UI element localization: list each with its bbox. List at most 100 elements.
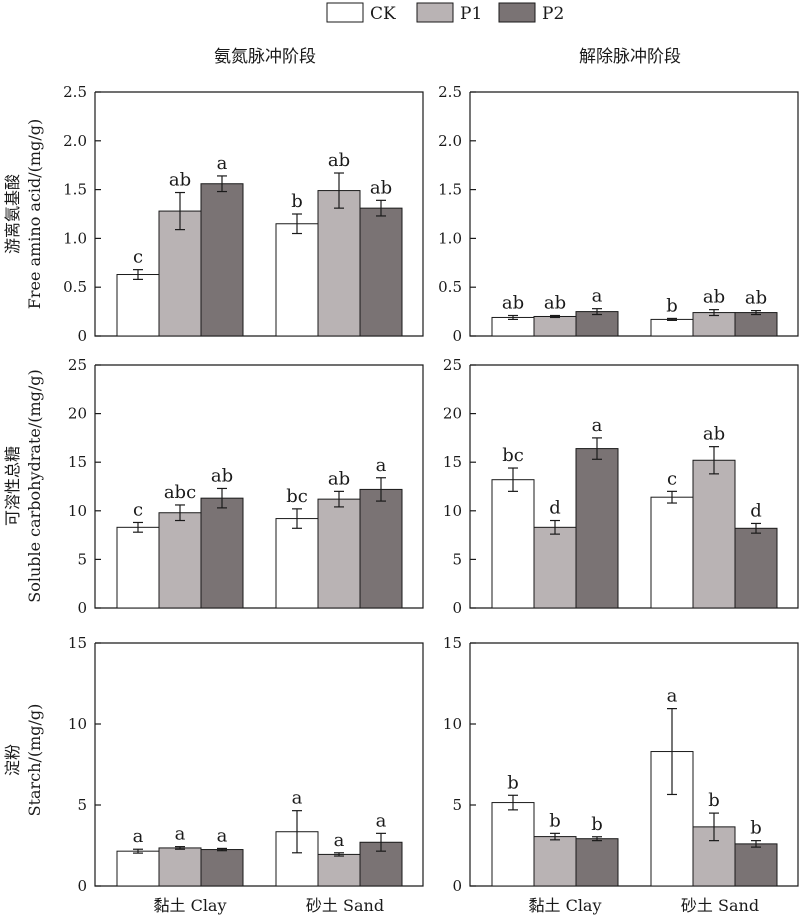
significance-letter: b (750, 818, 762, 839)
svg-text:淀粉: 淀粉 (3, 744, 22, 776)
row-ylabel-soluble-carbohydrate: 可溶性总糖 Soluble carbohydrate/(mg/g) (3, 369, 44, 603)
svg-text:游离氨基酸: 游离氨基酸 (3, 174, 22, 254)
y-tick-label: 15 (443, 634, 462, 652)
row-ylabel-free-amino-acid: 游离氨基酸 Free amino acid/(mg/g) (3, 119, 44, 309)
bar-p1-clay (533, 315, 577, 337)
legend: CK P1 P2 (326, 2, 564, 24)
significance-letter: ab (211, 465, 233, 486)
bar-p1-clay (158, 847, 202, 887)
svg-text:可溶性总糖: 可溶性总糖 (3, 446, 22, 526)
significance-letter: c (667, 468, 677, 489)
significance-letter: b (591, 814, 603, 835)
y-tick-label: 0.5 (63, 278, 87, 296)
y-tick-label: 10 (68, 502, 87, 520)
y-tick-label: 0 (452, 327, 462, 345)
significance-letter: ab (328, 468, 350, 489)
bar-ck-clay (491, 316, 535, 337)
bar-p2-clay (200, 849, 244, 887)
column-title-right: 解除脉冲阶段 (579, 47, 681, 67)
legend-swatch-ck (326, 2, 364, 23)
significance-letter: ab (502, 293, 524, 314)
y-tick-label: 2.5 (438, 83, 462, 101)
axes-frame (94, 91, 424, 337)
x-category-clay-right: 黏土 Clay (528, 896, 601, 915)
bar-ck-sand (650, 496, 694, 609)
significance-letter: ab (745, 288, 767, 309)
x-category-sand-left: 砂土 Sand (306, 896, 384, 915)
bar-p2-sand (359, 488, 403, 609)
legend-label-p2: P2 (542, 4, 564, 24)
bar-ck-sand (275, 518, 319, 609)
y-tick-label: 0 (452, 599, 462, 617)
y-tick-label: 0 (452, 877, 462, 895)
bar-p2-sand (359, 207, 403, 337)
y-tick-label: 1.5 (63, 181, 87, 199)
y-tick-label: 5 (452, 796, 462, 814)
y-tick-label: 1.0 (438, 229, 462, 247)
legend-label-p1: P1 (460, 4, 482, 24)
significance-letter: a (217, 153, 228, 174)
y-tick-label: 10 (68, 715, 87, 733)
y-tick-label: 25 (443, 356, 462, 374)
x-category-clay-left: 黏土 Clay (153, 896, 226, 915)
bar-p1-sand (692, 459, 736, 609)
bar-ck-clay (116, 274, 160, 337)
bar-p2-clay (575, 311, 619, 337)
significance-letter: a (376, 455, 387, 476)
significance-letter: b (291, 191, 303, 212)
bar-p1-clay (533, 836, 577, 887)
y-tick-label: 2.5 (63, 83, 87, 101)
y-tick-label: 15 (68, 453, 87, 471)
y-tick-label: 0 (77, 327, 87, 345)
significance-letter: d (549, 498, 561, 519)
significance-letter: ab (703, 287, 725, 308)
y-tick-label: 15 (443, 453, 462, 471)
y-tick-label: 1.5 (438, 181, 462, 199)
chart-panels: 00.51.01.52.02.5cbababaab00.51.01.52.02.… (63, 83, 799, 895)
axes-frame (469, 364, 799, 609)
y-tick-label: 2.0 (63, 132, 87, 150)
y-tick-label: 0.5 (438, 278, 462, 296)
significance-letter: bc (502, 445, 524, 466)
bar-ck-clay (491, 479, 535, 609)
bar-p2-sand (734, 312, 778, 337)
panel-r1-c1: 0 5 10 15 20 25 bc c d ab a d (443, 356, 799, 617)
y-tick-label: 10 (443, 502, 462, 520)
significance-letter: c (133, 499, 143, 520)
significance-letter: a (334, 830, 345, 851)
significance-letter: d (750, 500, 762, 521)
significance-letter: abc (164, 482, 196, 503)
bar-p1-sand (317, 498, 361, 609)
y-tick-label: 2.0 (438, 132, 462, 150)
significance-letter: b (549, 810, 561, 831)
bar-ck-sand (650, 318, 694, 337)
significance-letter: ab (544, 293, 566, 314)
bar-p2-clay (575, 838, 619, 887)
significance-letter: b (708, 790, 720, 811)
legend-label-ck: CK (370, 4, 396, 24)
bar-p1-clay (533, 526, 577, 609)
bar-ck-clay (116, 526, 160, 609)
y-tick-label: 5 (77, 796, 87, 814)
y-tick-label: 20 (443, 405, 462, 423)
panel-r2-c0: 0 5 10 15 a a a a a a (68, 634, 424, 895)
y-tick-label: 5 (77, 550, 87, 568)
bar-p2-sand (734, 527, 778, 609)
significance-letter: a (376, 810, 387, 831)
significance-letter: b (507, 772, 519, 793)
y-tick-label: 20 (68, 405, 87, 423)
panel-r0-c1: 00.51.01.52.02.5ab bab aba ab (438, 83, 799, 345)
bar-ck-sand (275, 223, 319, 337)
significance-letter: ab (370, 177, 392, 198)
y-tick-label: 0 (77, 877, 87, 895)
column-title-left: 氨氮脉冲阶段 (214, 47, 316, 67)
significance-letter: a (592, 415, 603, 436)
svg-text:Soluble carbohydrate/(mg/g): Soluble carbohydrate/(mg/g) (25, 369, 44, 603)
panel-r2-c1: 0 5 10 15 b a b b b b (443, 634, 799, 895)
significance-letter: a (592, 286, 603, 307)
significance-letter: ab (703, 424, 725, 445)
y-tick-label: 5 (452, 550, 462, 568)
